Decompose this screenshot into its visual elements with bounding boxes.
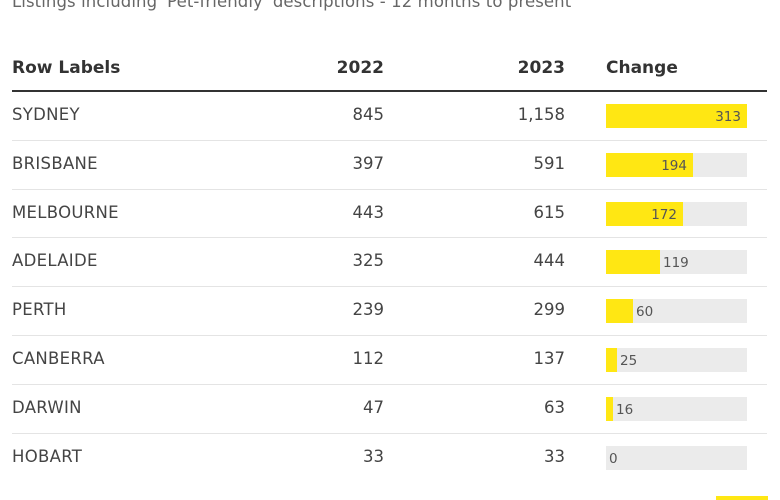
value-2023: 444 xyxy=(533,251,566,271)
change-data-label: 0 xyxy=(609,450,618,467)
change-data-label: 194 xyxy=(661,157,687,174)
change-data-label: 313 xyxy=(715,109,741,125)
value-2022: 443 xyxy=(352,202,385,222)
change-data-label: 119 xyxy=(663,255,689,272)
change-data-label: 172 xyxy=(651,206,677,223)
change-bar-track: 119 xyxy=(606,250,747,275)
change-bar-track: 60 xyxy=(606,299,747,324)
change-data-label: 16 xyxy=(616,401,634,418)
change-bar-track: 25 xyxy=(606,347,747,372)
change-data-label: 25 xyxy=(620,352,638,369)
row-label: SYDNEY xyxy=(12,105,80,124)
change-bar-track: 194 xyxy=(606,152,747,177)
value-2023: 63 xyxy=(544,397,565,417)
change-bar xyxy=(606,250,660,275)
row-label: ADELAIDE xyxy=(12,251,98,271)
value-2022: 33 xyxy=(363,446,384,466)
table-header: Row Labels 2022 2023 Change xyxy=(12,56,767,92)
change-bar-track: 16 xyxy=(606,396,747,421)
row-label: CANBERRA xyxy=(12,348,105,368)
value-2023: 1,158 xyxy=(517,105,565,124)
value-2022: 47 xyxy=(363,397,384,417)
header-change: Change xyxy=(606,58,678,78)
value-2022: 845 xyxy=(352,105,385,124)
change-bar xyxy=(606,396,613,421)
change-bar xyxy=(606,104,747,128)
row-label: MELBOURNE xyxy=(12,202,119,222)
header-row-labels: Row Labels xyxy=(12,58,121,78)
table-row: MELBOURNE 443 615 172 xyxy=(12,190,767,239)
value-2023: 33 xyxy=(544,446,565,466)
value-2023: 591 xyxy=(533,153,566,173)
row-label: PERTH xyxy=(12,300,67,320)
value-2023: 299 xyxy=(533,300,566,320)
row-label: DARWIN xyxy=(12,397,82,417)
value-2022: 325 xyxy=(352,251,385,271)
change-bar xyxy=(606,347,617,372)
change-bar-track: 172 xyxy=(606,201,747,226)
table-row: DARWIN 47 63 16 xyxy=(12,385,767,434)
value-2023: 615 xyxy=(533,202,566,222)
change-bar xyxy=(606,201,683,226)
table-body: SYDNEY 845 1,158 313 BRISBANE 397 591 194 MELBOU… xyxy=(12,92,767,481)
table-row: BRISBANE 397 591 194 xyxy=(12,141,767,190)
chart-subtitle: Listings including 'Pet-friendly' descri… xyxy=(12,0,572,11)
value-2022: 112 xyxy=(352,348,385,368)
change-bar-track: 313 xyxy=(606,104,747,128)
header-2022: 2022 xyxy=(336,58,384,78)
accent-bar-decoration xyxy=(716,496,768,500)
row-label: BRISBANE xyxy=(12,153,98,173)
value-2023: 137 xyxy=(533,348,566,368)
value-2022: 397 xyxy=(352,153,385,173)
table-row: SYDNEY 845 1,158 313 xyxy=(12,92,767,141)
change-bar-track: 0 xyxy=(606,445,747,470)
table-row: CANBERRA 112 137 25 xyxy=(12,336,767,385)
change-bar xyxy=(606,299,633,324)
value-2022: 239 xyxy=(352,300,385,320)
table-row: PERTH 239 299 60 xyxy=(12,287,767,336)
header-2023: 2023 xyxy=(517,58,565,78)
change-bar xyxy=(606,152,693,177)
change-data-label: 60 xyxy=(636,304,654,321)
table-row: ADELAIDE 325 444 119 xyxy=(12,238,767,288)
table-row: HOBART 33 33 0 xyxy=(12,434,767,482)
row-label: HOBART xyxy=(12,446,83,466)
